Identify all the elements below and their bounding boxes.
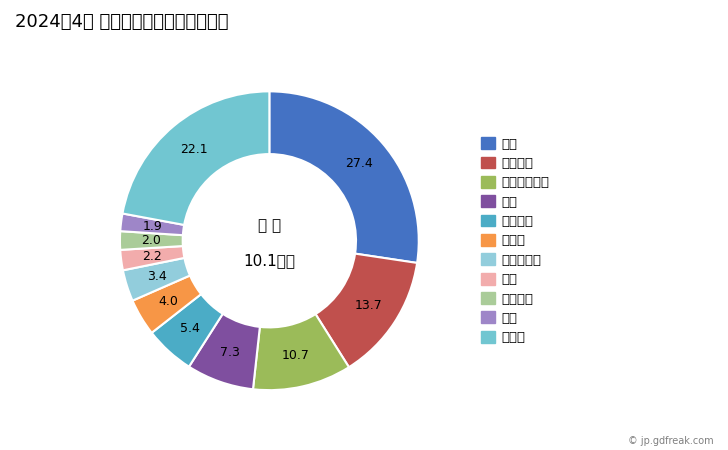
Wedge shape xyxy=(269,91,419,263)
Text: 2.0: 2.0 xyxy=(141,234,162,247)
Text: 27.4: 27.4 xyxy=(345,157,373,170)
Text: © jp.gdfreak.com: © jp.gdfreak.com xyxy=(628,436,713,446)
Wedge shape xyxy=(253,314,349,390)
Text: 1.9: 1.9 xyxy=(143,220,162,233)
Wedge shape xyxy=(315,254,417,367)
Wedge shape xyxy=(120,246,184,270)
Text: 2024年4月 輸出相手国のシェア（％）: 2024年4月 輸出相手国のシェア（％） xyxy=(15,14,228,32)
Text: 10.7: 10.7 xyxy=(282,349,309,362)
Text: 2.2: 2.2 xyxy=(143,250,162,263)
Wedge shape xyxy=(151,294,223,367)
Wedge shape xyxy=(132,275,201,333)
Wedge shape xyxy=(120,213,184,235)
Text: 総 額: 総 額 xyxy=(258,218,281,233)
Wedge shape xyxy=(122,91,269,225)
Legend: 米国, オランダ, インドネシア, 中国, ベルギー, ドイツ, ミャンマー, 韓国, メキシコ, 英国, その他: 米国, オランダ, インドネシア, 中国, ベルギー, ドイツ, ミャンマー, … xyxy=(481,137,549,344)
Text: 13.7: 13.7 xyxy=(355,299,382,312)
Text: 5.4: 5.4 xyxy=(180,322,200,335)
Text: 22.1: 22.1 xyxy=(180,144,207,157)
Wedge shape xyxy=(120,231,183,250)
Text: 7.3: 7.3 xyxy=(220,346,240,359)
Text: 3.4: 3.4 xyxy=(147,270,167,283)
Wedge shape xyxy=(189,314,260,389)
Wedge shape xyxy=(123,258,190,301)
Text: 4.0: 4.0 xyxy=(158,295,178,308)
Text: 10.1億円: 10.1億円 xyxy=(243,252,296,268)
